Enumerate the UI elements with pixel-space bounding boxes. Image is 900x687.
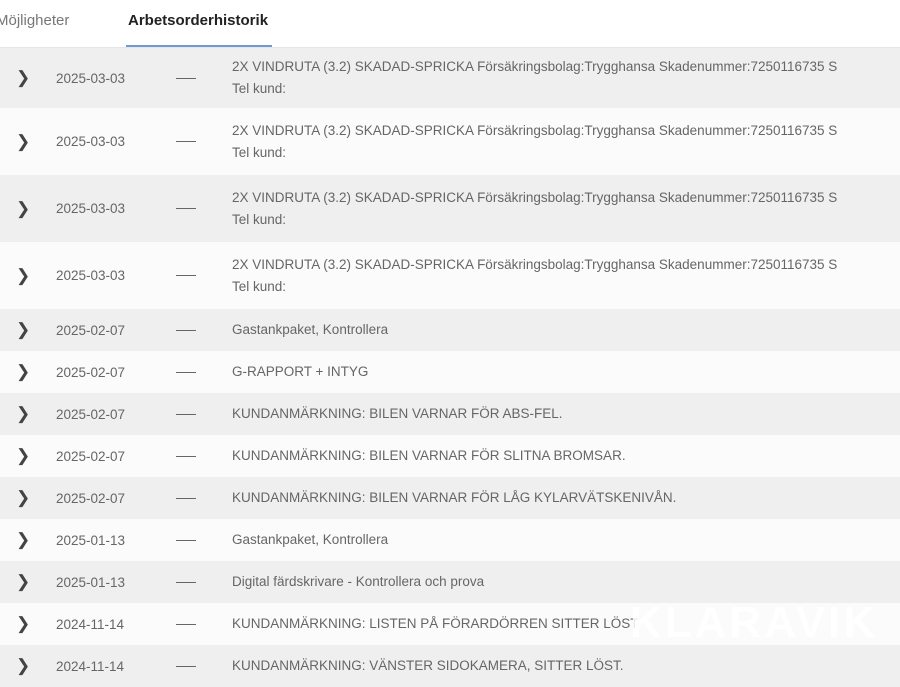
chevron-right-icon[interactable]: ❯: [16, 320, 31, 339]
row-description: KUNDANMÄRKNING: LISTEN PÅ FÖRARDÖRREN SI…: [232, 613, 639, 635]
chevron-right-icon[interactable]: ❯: [16, 530, 31, 549]
chevron-right-icon[interactable]: ❯: [16, 68, 31, 87]
row-description-line: KUNDANMÄRKNING: VÄNSTER SIDOKAMERA, SITT…: [232, 658, 624, 673]
row-status-dash: [176, 665, 196, 667]
row-description-line: KUNDANMÄRKNING: BILEN VARNAR FÖR SLITNA …: [232, 448, 626, 463]
work-order-list: ❯ 2025-03-03 2X VINDRUTA (3.2) SKADAD-SPRI…: [0, 48, 900, 687]
chevron-right-icon[interactable]: ❯: [16, 488, 31, 507]
table-row[interactable]: ❯ 2024-11-14 KUNDANMÄRKNING: VÄNSTER SIDOK…: [0, 645, 900, 687]
row-date: 2025-03-03: [56, 70, 126, 86]
row-description-line: Gastankpaket, Kontrollera: [232, 532, 389, 547]
chevron-right-icon[interactable]: ❯: [16, 656, 31, 675]
row-status-dash: [176, 413, 196, 415]
row-date: 2025-01-13: [56, 574, 126, 590]
row-description: KUNDANMÄRKNING: VÄNSTER SIDOKAMERA, SITT…: [232, 655, 624, 677]
row-date: 2025-02-07: [56, 322, 126, 338]
row-description-line: 2X VINDRUTA (3.2) SKADAD-SPRICKA Försäkr…: [232, 189, 838, 205]
tab-mojligheter[interactable]: Möjligheter: [0, 12, 70, 29]
row-description-phone: Tel kund:: [232, 81, 287, 96]
row-date: 2024-11-14: [56, 616, 125, 632]
table-row[interactable]: ❯ 2025-01-13 Gastankpaket, Kontrollera: [0, 519, 900, 561]
row-description-phone: Tel kund:: [232, 278, 287, 294]
row-status-dash: [176, 77, 196, 79]
chevron-right-icon[interactable]: ❯: [16, 572, 31, 591]
row-status-dash: [176, 141, 196, 142]
table-row[interactable]: ❯ 2025-03-03 2X VINDRUTA (3.2) SKADAD-SPRI…: [0, 242, 900, 309]
row-status-dash: [176, 329, 196, 331]
row-status-dash: [176, 275, 196, 276]
chevron-right-icon[interactable]: ❯: [16, 404, 31, 423]
row-description: 2X VINDRUTA (3.2) SKADAD-SPRICKA Försäkr…: [232, 187, 837, 231]
row-description-line: Gastankpaket, Kontrollera: [232, 322, 389, 337]
chevron-right-icon[interactable]: ❯: [16, 265, 31, 285]
tab-arbetsorderhistorik[interactable]: Arbetsorderhistorik: [125, 11, 273, 47]
table-row[interactable]: ❯ 2025-01-13 Digital färdskrivare - Kontro…: [0, 561, 900, 603]
row-description: 2X VINDRUTA (3.2) SKADAD-SPRICKA Försäkr…: [232, 120, 837, 164]
row-description-line: KUNDANMÄRKNING: BILEN VARNAR FÖR ABS-FEL…: [232, 406, 563, 421]
row-status-dash: [176, 455, 196, 457]
table-row[interactable]: ❯ 2025-03-03 2X VINDRUTA (3.2) SKADAD-SPRI…: [0, 48, 900, 108]
row-description-line: 2X VINDRUTA (3.2) SKADAD-SPRICKA Försäkr…: [232, 59, 838, 74]
row-description: Digital färdskrivare - Kontrollera och p…: [232, 571, 484, 593]
row-date: 2025-02-07: [56, 490, 126, 506]
table-row[interactable]: ❯ 2025-02-07 KUNDANMÄRKNING: BILEN VARNAR …: [0, 435, 900, 477]
row-description: Gastankpaket, Kontrollera: [232, 319, 388, 341]
row-description-line: 2X VINDRUTA (3.2) SKADAD-SPRICKA Försäkr…: [232, 256, 838, 272]
row-status-dash: [176, 371, 196, 373]
row-date: 2025-02-07: [56, 364, 126, 380]
table-row[interactable]: ❯ 2025-02-07 KUNDANMÄRKNING: BILEN VARNAR …: [0, 393, 900, 435]
chevron-right-icon[interactable]: ❯: [16, 362, 31, 381]
row-date: 2025-02-07: [56, 448, 126, 464]
row-status-dash: [176, 581, 196, 583]
row-description-line: 2X VINDRUTA (3.2) SKADAD-SPRICKA Försäkr…: [232, 122, 838, 138]
table-row[interactable]: ❯ 2024-11-14 KUNDANMÄRKNING: LISTEN PÅ FÖR…: [0, 603, 900, 645]
row-description-phone: Tel kund:: [232, 211, 287, 227]
chevron-right-icon[interactable]: ❯: [16, 614, 31, 633]
row-description: G-RAPPORT + INTYG: [232, 361, 368, 383]
table-row[interactable]: ❯ 2025-03-03 2X VINDRUTA (3.2) SKADAD-SPRI…: [0, 175, 900, 242]
row-date: 2025-03-03: [56, 268, 126, 283]
row-date: 2025-02-07: [56, 406, 126, 422]
row-description: KUNDANMÄRKNING: BILEN VARNAR FÖR ABS-FEL…: [232, 403, 563, 425]
row-description: KUNDANMÄRKNING: BILEN VARNAR FÖR LÅG KYL…: [232, 487, 676, 509]
row-date: 2025-03-03: [56, 201, 126, 216]
row-description-line: Digital färdskrivare - Kontrollera och p…: [232, 574, 485, 589]
tab-bar: Möjligheter Arbetsorderhistorik: [0, 0, 900, 48]
chevron-right-icon[interactable]: ❯: [16, 131, 31, 151]
chevron-right-icon[interactable]: ❯: [16, 446, 31, 465]
row-description: 2X VINDRUTA (3.2) SKADAD-SPRICKA Försäkr…: [232, 56, 837, 100]
table-row[interactable]: ❯ 2025-02-07 KUNDANMÄRKNING: BILEN VARNAR …: [0, 477, 900, 519]
row-date: 2025-01-13: [56, 532, 126, 548]
chevron-right-icon[interactable]: ❯: [16, 198, 31, 218]
row-date: 2024-11-14: [56, 658, 125, 674]
row-status-dash: [176, 208, 196, 209]
table-row[interactable]: ❯ 2025-02-07 Gastankpaket, Kontrollera: [0, 309, 900, 351]
row-description: KUNDANMÄRKNING: BILEN VARNAR FÖR SLITNA …: [232, 445, 626, 467]
row-description-phone: Tel kund:: [232, 144, 287, 160]
row-status-dash: [176, 623, 196, 625]
row-description-line: G-RAPPORT + INTYG: [232, 364, 369, 379]
row-description: Gastankpaket, Kontrollera: [232, 529, 388, 551]
row-description-line: KUNDANMÄRKNING: LISTEN PÅ FÖRARDÖRREN SI…: [232, 616, 639, 631]
row-status-dash: [176, 539, 196, 541]
row-description-line: KUNDANMÄRKNING: BILEN VARNAR FÖR LÅG KYL…: [232, 490, 677, 505]
table-row[interactable]: ❯ 2025-02-07 G-RAPPORT + INTYG: [0, 351, 900, 393]
table-row[interactable]: ❯ 2025-03-03 2X VINDRUTA (3.2) SKADAD-SPRI…: [0, 108, 900, 175]
row-status-dash: [176, 497, 196, 499]
row-description: 2X VINDRUTA (3.2) SKADAD-SPRICKA Försäkr…: [232, 254, 837, 298]
row-date: 2025-03-03: [56, 134, 126, 149]
